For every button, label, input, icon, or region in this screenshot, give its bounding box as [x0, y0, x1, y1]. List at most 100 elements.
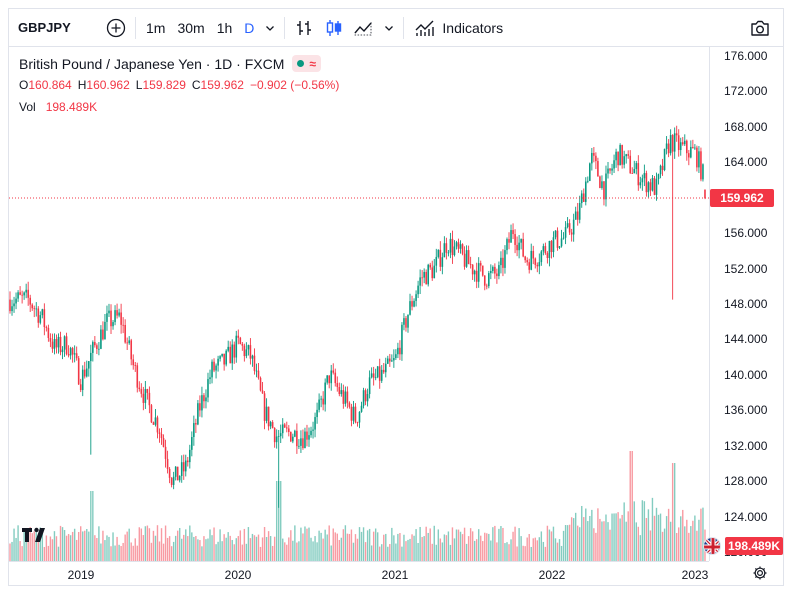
candle-body	[449, 238, 452, 253]
candle-body	[138, 387, 141, 390]
candle-body	[55, 339, 58, 348]
volume-bar	[376, 532, 379, 561]
candle-body	[227, 346, 229, 351]
indicators-button[interactable]: Indicators	[408, 9, 509, 47]
interval-1m[interactable]: 1m	[146, 19, 166, 36]
volume-bar	[168, 536, 171, 561]
volume-bar	[9, 543, 11, 561]
candles-chart-type-button[interactable]	[319, 9, 349, 47]
volume-bar	[344, 525, 347, 561]
volume-bar	[413, 535, 415, 561]
volume-bar	[488, 533, 490, 561]
volume-bar	[510, 539, 512, 561]
volume-bar	[492, 527, 494, 561]
price-chart[interactable]	[9, 47, 709, 561]
volume-bar	[346, 533, 349, 561]
volume-bar	[496, 542, 498, 561]
volume-bar	[552, 526, 555, 561]
volume-bar	[209, 529, 211, 561]
candle-body	[209, 377, 211, 380]
volume-bar	[231, 539, 233, 561]
interval-dropdown-button[interactable]	[260, 9, 280, 47]
candle-body	[328, 375, 331, 384]
market-status-badge[interactable]: ≈	[292, 55, 321, 72]
candle-body	[164, 446, 167, 459]
volume-bar	[568, 524, 571, 561]
candle-body	[403, 318, 405, 325]
volume-bar	[611, 513, 613, 561]
candle-body	[37, 308, 40, 323]
area-chart-type-button[interactable]	[349, 9, 379, 47]
volume-bar	[338, 539, 341, 561]
volume-bar	[286, 544, 288, 561]
interval-30m[interactable]: 30m	[177, 19, 205, 36]
candle-body	[182, 462, 185, 472]
chart-type-dropdown-button[interactable]	[379, 9, 399, 47]
volume-bar	[152, 530, 155, 561]
volume-bar	[516, 546, 518, 561]
volume-bar	[435, 544, 437, 561]
candle-body	[673, 133, 676, 152]
volume-bar	[431, 543, 433, 561]
candle-body	[45, 327, 48, 328]
volume-bar	[39, 527, 42, 561]
chevron-down-icon	[385, 25, 394, 31]
candle-body	[120, 312, 122, 325]
volume-bar	[356, 538, 359, 561]
last-volume-label: 198.489K	[725, 537, 783, 555]
volume-bar	[579, 527, 581, 561]
candle-body	[700, 151, 702, 180]
candle-body	[481, 265, 484, 276]
candle-body	[609, 168, 611, 171]
candle-body	[401, 324, 403, 355]
candle-body	[35, 308, 38, 310]
candle-body	[490, 270, 492, 274]
snapshot-button[interactable]	[745, 9, 775, 47]
volume-bar	[77, 531, 80, 561]
bars-chart-type-button[interactable]	[289, 9, 319, 47]
candle-body	[485, 285, 488, 287]
volume-bar	[251, 533, 254, 561]
price-tick-label: 164.000	[724, 155, 768, 170]
volume-bar	[294, 525, 296, 561]
volume-bar	[429, 528, 431, 561]
volume-bar	[518, 528, 520, 561]
volume-bar	[132, 545, 134, 561]
candle-body	[140, 389, 143, 394]
candle-body	[310, 430, 312, 436]
candle-body	[162, 438, 165, 447]
volume-bar	[669, 521, 672, 561]
volume-bar	[80, 526, 82, 561]
candle-body	[207, 379, 209, 398]
candle-body	[320, 398, 322, 400]
volume-value: 198.489K	[45, 100, 98, 114]
candle-body	[197, 403, 199, 425]
volume-bar	[110, 546, 112, 561]
price-axis[interactable]: 176.000172.000168.000164.000160.000156.0…	[709, 47, 783, 561]
compare-symbol-button[interactable]	[101, 9, 131, 47]
candle-body	[160, 433, 163, 439]
candle-body	[591, 152, 593, 164]
candle-body	[532, 250, 535, 259]
interval-1h[interactable]: 1h	[216, 19, 233, 36]
candle-body	[445, 243, 448, 253]
volume-bar	[451, 527, 454, 561]
volume-bar	[199, 540, 201, 561]
volume-bar	[362, 527, 365, 561]
volume-bar	[41, 530, 44, 561]
volume-bar	[114, 545, 116, 561]
tradingview-logo[interactable]	[21, 525, 51, 545]
volume-bar	[183, 534, 185, 561]
chart-settings-button[interactable]	[745, 562, 775, 584]
volume-bar	[106, 535, 108, 561]
candle-body	[589, 163, 591, 181]
symbol-search-button[interactable]: GBPJPY	[18, 20, 71, 35]
candle-body	[330, 370, 333, 384]
volume-bar	[342, 529, 345, 561]
volume-bar	[364, 542, 367, 561]
last-price-label: 159.962	[710, 188, 774, 207]
interval-1d[interactable]: D	[244, 19, 255, 36]
candles-icon	[327, 19, 342, 36]
time-axis[interactable]: 2019 2020 2021 2022 2023	[9, 561, 709, 585]
volume-bar	[130, 542, 132, 561]
